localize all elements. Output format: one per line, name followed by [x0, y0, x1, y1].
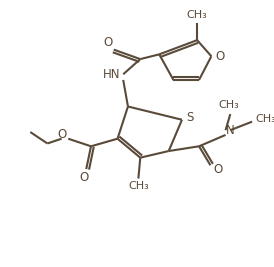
- Text: CH₃: CH₃: [218, 100, 239, 109]
- Text: CH₃: CH₃: [255, 114, 274, 124]
- Text: CH₃: CH₃: [187, 10, 207, 19]
- Text: O: O: [215, 50, 224, 63]
- Text: CH₃: CH₃: [128, 181, 149, 191]
- Text: O: O: [103, 36, 113, 49]
- Text: HN: HN: [103, 68, 121, 81]
- Text: S: S: [186, 111, 193, 124]
- Text: O: O: [57, 128, 66, 142]
- Text: N: N: [226, 124, 235, 137]
- Text: O: O: [80, 171, 89, 184]
- Text: O: O: [213, 163, 222, 175]
